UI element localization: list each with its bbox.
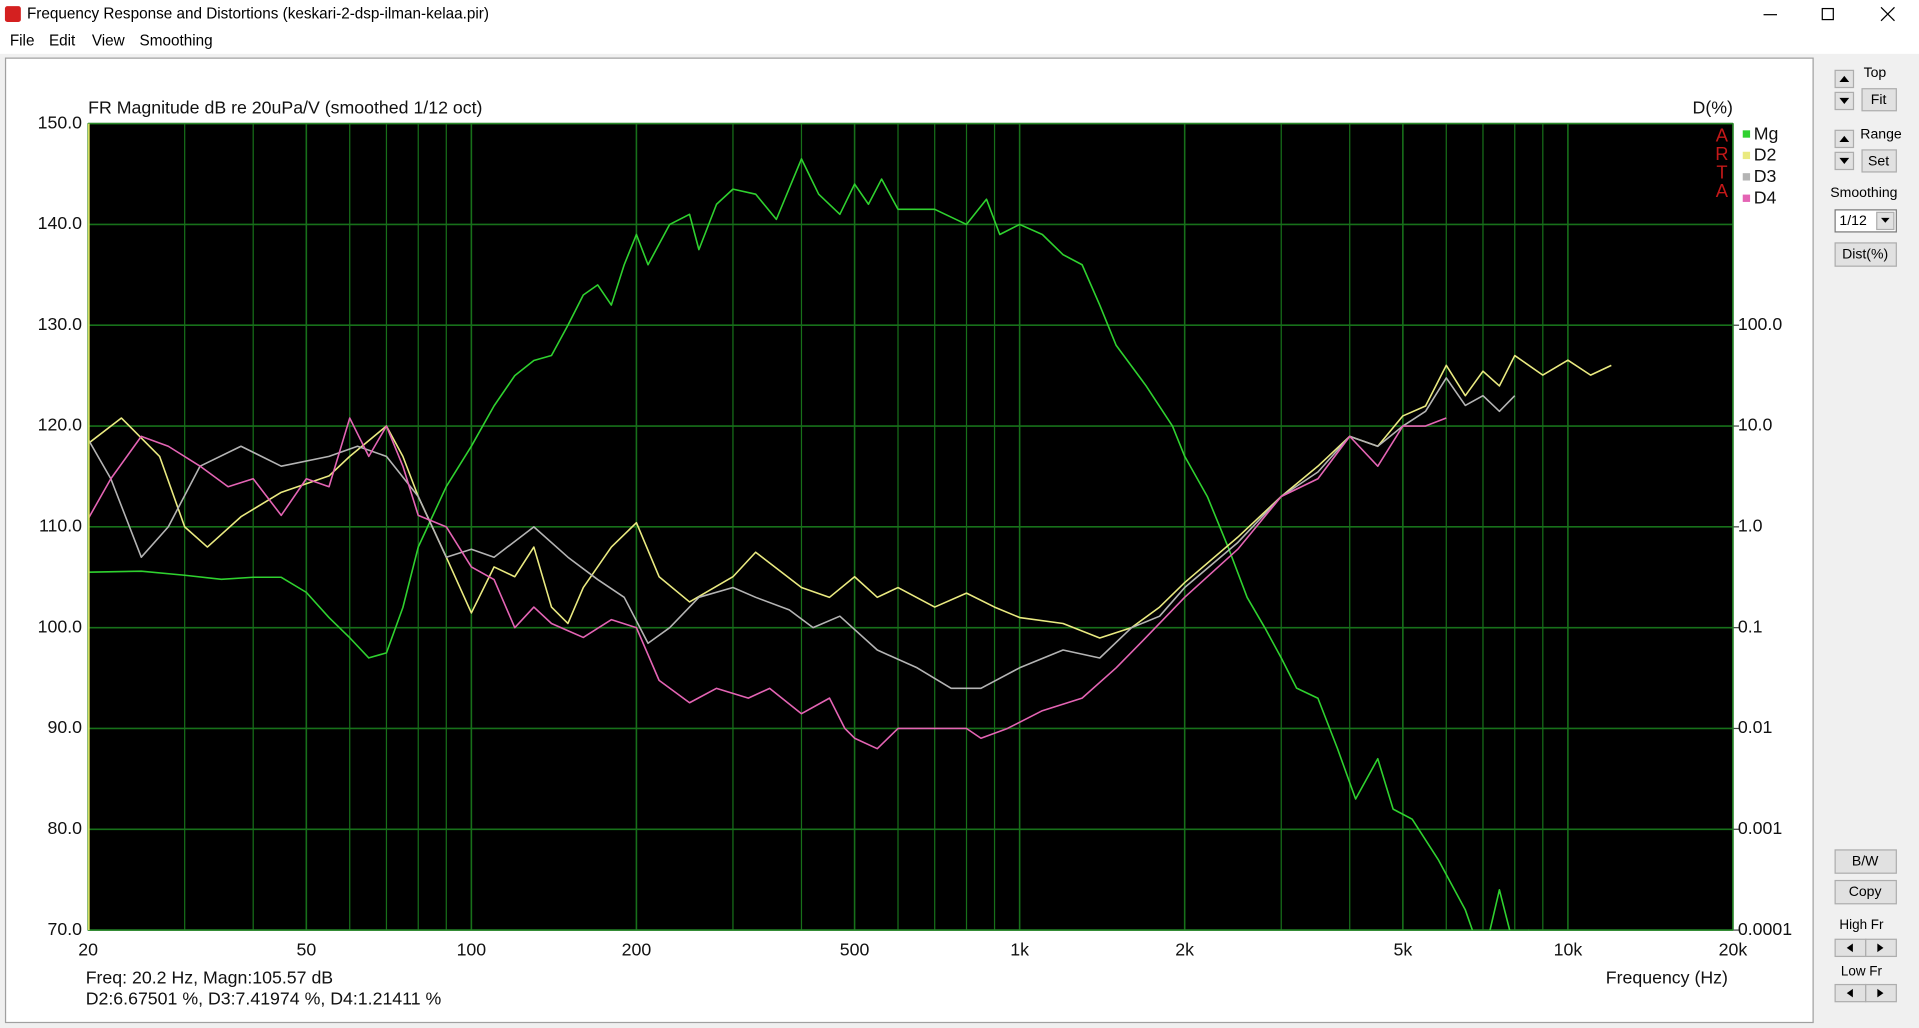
- y-tick-label: 110.0: [39, 516, 82, 536]
- y2-tick-label: 0.0001: [1738, 919, 1792, 939]
- status-line: D2:6.67501 %, D3:7.41974 %, D4:1.21411 %: [86, 989, 442, 1009]
- copy-button[interactable]: [1834, 879, 1897, 905]
- y-tick-label: 70.0: [47, 919, 82, 939]
- y2-tick-label: 0.01: [1738, 717, 1773, 737]
- button-label: Fit: [1871, 91, 1887, 107]
- button-label: Copy: [1849, 883, 1882, 899]
- x-tick-label: 50: [296, 940, 316, 960]
- legend-swatch: [1742, 194, 1751, 202]
- menu-item[interactable]: File: [10, 33, 35, 50]
- button-label: Dist(%): [1842, 245, 1888, 261]
- side-panel: Top Fit Range Set Smoothing 1/12 Dist(%)…: [1830, 64, 1902, 1003]
- y-tick-label: 100.0: [38, 616, 83, 636]
- x-tick-label: 100: [457, 940, 487, 960]
- arrow-icon: [1846, 943, 1853, 953]
- y-tick-label: 80.0: [47, 818, 82, 838]
- close-button[interactable]: [1880, 6, 1895, 22]
- legend-label: D2: [1754, 145, 1777, 165]
- chart: FR Magnitude dB re 20uPa/V (smoothed 1/1…: [38, 98, 1792, 988]
- menu-bar: [0, 29, 1919, 54]
- watermark: ARTA: [1711, 124, 1732, 198]
- title-bar: [0, 0, 1919, 30]
- y-tick-label: 120.0: [38, 415, 83, 435]
- arrow-icon: [1839, 97, 1850, 105]
- select-value: 1/12: [1839, 212, 1867, 228]
- x-tick-label: 20: [78, 940, 98, 960]
- y2-tick-label: 100.0: [1738, 314, 1783, 334]
- arrow-icon: [1839, 157, 1850, 164]
- y-tick-label: 150.0: [38, 112, 83, 132]
- x-tick-label: 200: [622, 940, 652, 960]
- button-label: B/W: [1852, 852, 1879, 868]
- fit-button[interactable]: [1861, 88, 1897, 112]
- legend-label: D4: [1754, 188, 1777, 208]
- x-tick-label: 20k: [1719, 940, 1748, 960]
- series-line: [88, 417, 1447, 750]
- legend-swatch: [1742, 151, 1751, 160]
- bw-button[interactable]: [1834, 849, 1897, 874]
- panel-label: Smoothing: [1830, 184, 1897, 200]
- y2-axis-title: D(%): [1693, 98, 1733, 118]
- legend-swatch: [1742, 130, 1751, 138]
- x-tick-label: 5k: [1393, 940, 1412, 960]
- menu-item[interactable]: Smoothing: [140, 33, 213, 50]
- y-tick-label: 130.0: [38, 314, 83, 334]
- x-tick-label: 500: [840, 940, 870, 960]
- chart-title: FR Magnitude dB re 20uPa/V (smoothed 1/1…: [88, 98, 482, 118]
- y2-tick-label: 10.0: [1738, 415, 1773, 435]
- menu-item[interactable]: Edit: [49, 33, 76, 50]
- panel-label: High Fr: [1839, 917, 1884, 932]
- y2-tick-label: 1.0: [1738, 516, 1763, 536]
- x-tick-label: 2k: [1175, 940, 1194, 960]
- arrow-icon: [1877, 943, 1884, 953]
- y2-tick-label: 0.1: [1738, 616, 1763, 636]
- panel-label: Range: [1860, 125, 1902, 141]
- legend-label: Mg: [1754, 123, 1779, 143]
- arrow-icon: [1839, 135, 1850, 142]
- y-tick-label: 140.0: [38, 213, 83, 233]
- series-line: [88, 158, 1530, 931]
- app-icon: [4, 6, 21, 23]
- arrow-icon: [1839, 75, 1850, 82]
- restore-button[interactable]: [1821, 7, 1834, 21]
- arrow-icon: [1846, 988, 1853, 998]
- y2-tick-label: 0.001: [1738, 818, 1782, 838]
- x-tick-label: 10k: [1554, 940, 1583, 960]
- set-button[interactable]: [1861, 149, 1897, 173]
- dist-button[interactable]: [1834, 242, 1897, 267]
- legend-label: D3: [1754, 166, 1777, 186]
- panel-label: Top: [1864, 64, 1887, 80]
- panel-label: Low Fr: [1841, 963, 1883, 978]
- arrow-icon: [1877, 988, 1884, 998]
- y-tick-label: 90.0: [47, 717, 82, 737]
- legend-swatch: [1742, 173, 1751, 181]
- arrow-icon: [1881, 217, 1890, 223]
- x-axis-title: Frequency (Hz): [1606, 968, 1728, 988]
- series-line: [88, 377, 1516, 690]
- window-title: Frequency Response and Distortions (kesk…: [27, 6, 489, 23]
- status-line: Freq: 20.2 Hz, Magn:105.57 dB: [86, 968, 333, 988]
- x-tick-label: 1k: [1010, 940, 1029, 960]
- button-label: Set: [1868, 152, 1889, 168]
- menu-item[interactable]: View: [92, 33, 126, 50]
